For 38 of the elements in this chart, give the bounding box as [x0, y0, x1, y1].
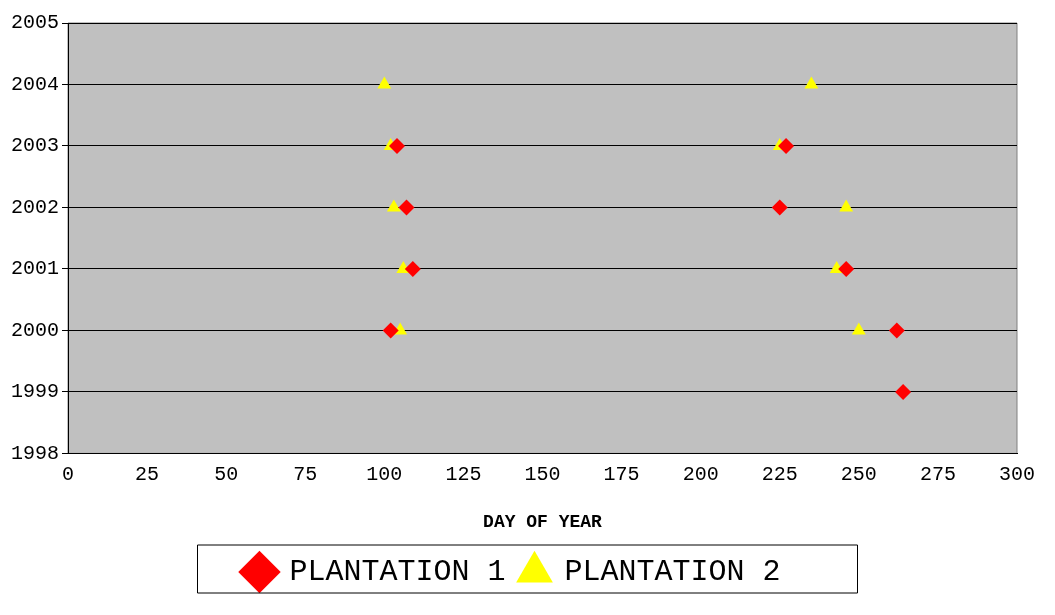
point [804, 76, 819, 89]
x-tick-label: 25 [135, 462, 160, 486]
x-axis-title: DAY OF YEAR [483, 511, 603, 532]
x-tick-label: 50 [214, 462, 239, 486]
x-tick-label: 150 [524, 462, 561, 486]
x-tick-label: 125 [445, 462, 482, 486]
x-tick-label: 175 [603, 462, 640, 486]
x-tick-label: 225 [761, 462, 798, 486]
y-tick-label: 2003 [10, 134, 60, 158]
point [839, 199, 854, 212]
point [895, 383, 912, 400]
y-tick-label: 2001 [10, 257, 60, 281]
point [778, 137, 795, 154]
point [851, 322, 866, 335]
y-tick-label: 2000 [10, 318, 60, 342]
x-tick-label: 75 [293, 462, 318, 486]
x-tick-label: 200 [682, 462, 719, 486]
legend-label: PLANTATION 1 [289, 554, 506, 589]
point [404, 260, 421, 277]
point [771, 199, 788, 216]
point [888, 322, 905, 339]
x-tick-label: 300 [998, 462, 1036, 486]
x-tick-label: 250 [840, 462, 877, 486]
x-tick-label: 0 [62, 462, 75, 486]
point [398, 199, 415, 216]
x-tick-label: 100 [366, 462, 403, 486]
legend-label: PLANTATION 2 [564, 554, 781, 589]
point [838, 260, 855, 277]
y-tick-label: 1998 [10, 441, 60, 465]
point [388, 137, 405, 154]
y-tick-label: 2004 [10, 72, 60, 96]
y-tick-label: 1999 [10, 380, 60, 404]
point [382, 322, 399, 339]
y-tick-label: 2002 [10, 195, 60, 219]
x-tick-label: 275 [919, 462, 956, 486]
y-tick-label: 2005 [10, 11, 60, 35]
point [377, 76, 392, 89]
point [386, 199, 401, 212]
